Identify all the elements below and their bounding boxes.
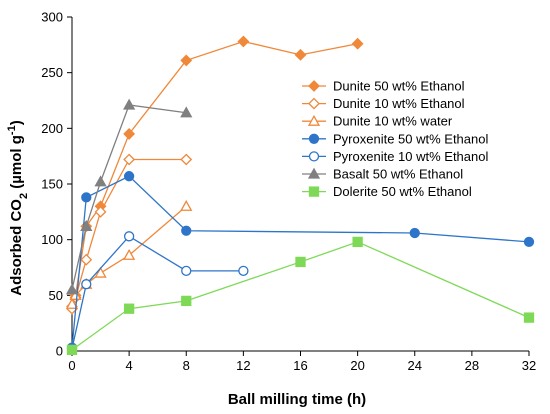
series-basalt-50-wt-ethanol <box>65 98 193 295</box>
data-point-pyroxenite-50-wt-ethanol <box>523 236 535 248</box>
y-axis-label: Adsorbed CO2 (µmol g-1) <box>6 120 30 295</box>
legend-marker <box>307 167 321 179</box>
legend-label: Pyroxenite 10 wt% Ethanol <box>333 149 488 164</box>
legend-item-pyroxenite-50-wt-ethanol: Pyroxenite 50 wt% Ethanol <box>302 131 488 146</box>
legend-item-dunite-10-wt-water: Dunite 10 wt% water <box>302 114 453 129</box>
y-tick-label: 50 <box>49 288 63 303</box>
data-point-pyroxenite-10-wt-ethanol <box>81 279 92 290</box>
legend-label: Dunite 10 wt% Ethanol <box>333 96 465 111</box>
series-line-dolerite-50-wt-ethanol <box>71 241 530 351</box>
series-dolerite-50-wt-ethanol <box>66 236 535 356</box>
x-tick-label: 8 <box>183 358 190 373</box>
y-axis-label-subscript: 2 <box>18 193 30 199</box>
data-point-dunite-10-wt-ethanol <box>123 153 136 166</box>
y-tick-label: 200 <box>41 121 63 136</box>
legend-marker <box>308 133 320 144</box>
data-point-pyroxenite-50-wt-ethanol <box>81 192 92 203</box>
x-tick-label: 20 <box>350 358 364 373</box>
data-point-dunite-10-wt-ethanol <box>180 153 193 166</box>
legend-item-dunite-10-wt-ethanol: Dunite 10 wt% Ethanol <box>302 96 465 111</box>
series-pyroxenite-50-wt-ethanol <box>66 171 535 353</box>
legend-item-basalt-50-wt-ethanol: Basalt 50 wt% Ethanol <box>302 167 463 182</box>
y-axis-label-close: ) <box>8 120 25 125</box>
data-point-dolerite-50-wt-ethanol <box>352 236 363 248</box>
data-point-dunite-10-wt-ethanol <box>80 253 93 266</box>
data-point-dolerite-50-wt-ethanol <box>123 303 135 314</box>
legend-item-pyroxenite-10-wt-ethanol: Pyroxenite 10 wt% Ethanol <box>302 149 488 164</box>
data-point-dolerite-50-wt-ethanol <box>66 344 78 356</box>
data-point-dolerite-50-wt-ethanol <box>523 312 535 323</box>
legend-marker <box>308 80 320 92</box>
legend: Dunite 50 wt% Ethanol Dunite 10 wt% Ethan… <box>302 79 488 199</box>
data-point-pyroxenite-50-wt-ethanol <box>409 227 420 239</box>
data-point-dunite-50-wt-ethanol <box>237 35 250 48</box>
data-point-dunite-50-wt-ethanol <box>351 37 364 50</box>
data-point-pyroxenite-10-wt-ethanol <box>238 265 249 276</box>
x-tick-label: 16 <box>293 358 307 373</box>
legend-marker <box>308 186 320 197</box>
data-point-dolerite-50-wt-ethanol <box>295 256 306 268</box>
data-point-dolerite-50-wt-ethanol <box>181 295 192 307</box>
y-axis-label-superscript: -1 <box>6 125 18 135</box>
data-point-dunite-50-wt-ethanol <box>294 48 307 61</box>
data-point-dunite-10-wt-ethanol <box>94 205 107 218</box>
legend-label: Basalt 50 wt% Ethanol <box>333 167 463 182</box>
legend-marker <box>308 151 320 162</box>
y-tick-label: 100 <box>41 232 63 247</box>
data-point-dunite-50-wt-ethanol <box>123 127 136 140</box>
data-point-dunite-10-wt-water <box>94 266 107 278</box>
data-point-basalt-50-wt-ethanol <box>94 175 107 187</box>
series-pyroxenite-10-wt-ethanol <box>66 231 249 354</box>
legend-item-dolerite-50-wt-ethanol: Dolerite 50 wt% Ethanol <box>302 184 472 199</box>
data-point-basalt-50-wt-ethanol <box>65 283 79 295</box>
x-tick-label: 32 <box>522 358 536 373</box>
data-point-pyroxenite-10-wt-ethanol <box>123 231 135 242</box>
y-axis-label-suffix: (µmol g <box>8 135 25 193</box>
x-tick-label: 4 <box>126 358 133 373</box>
data-point-dunite-10-wt-water <box>65 297 79 309</box>
series-line-pyroxenite-50-wt-ethanol <box>71 175 530 348</box>
legend-marker <box>307 114 321 126</box>
data-point-pyroxenite-10-wt-ethanol <box>181 265 192 276</box>
legend-item-dunite-50-wt-ethanol: Dunite 50 wt% Ethanol <box>302 79 465 94</box>
legend-label: Dunite 50 wt% Ethanol <box>333 79 465 94</box>
data-point-pyroxenite-50-wt-ethanol <box>123 171 135 182</box>
series-layer <box>65 35 535 356</box>
y-tick-label: 150 <box>41 177 63 192</box>
legend-label: Dolerite 50 wt% Ethanol <box>333 184 472 199</box>
data-point-basalt-50-wt-ethanol <box>180 106 193 118</box>
data-point-dunite-10-wt-water <box>69 288 82 300</box>
data-point-dunite-50-wt-ethanol <box>180 54 193 67</box>
legend-marker <box>308 97 320 110</box>
x-tick-label: 12 <box>236 358 250 373</box>
y-axis-label-prefix: Adsorbed CO <box>8 199 25 296</box>
data-point-basalt-50-wt-ethanol <box>123 98 136 110</box>
data-point-dunite-10-wt-water <box>123 248 136 260</box>
y-tick-label: 0 <box>56 344 63 359</box>
legend-label: Pyroxenite 50 wt% Ethanol <box>333 131 488 146</box>
x-tick-label: 0 <box>68 358 75 373</box>
legend-label: Dunite 10 wt% water <box>333 114 453 129</box>
data-point-basalt-50-wt-ethanol <box>80 219 93 231</box>
x-tick-label: 28 <box>465 358 479 373</box>
data-point-dunite-10-wt-water <box>180 199 193 211</box>
y-tick-label: 300 <box>41 10 63 25</box>
x-tick-label: 24 <box>408 358 422 373</box>
y-tick-label: 250 <box>41 65 63 80</box>
data-point-pyroxenite-50-wt-ethanol <box>181 225 192 236</box>
x-axis-label: Ball milling time (h) <box>228 391 366 408</box>
